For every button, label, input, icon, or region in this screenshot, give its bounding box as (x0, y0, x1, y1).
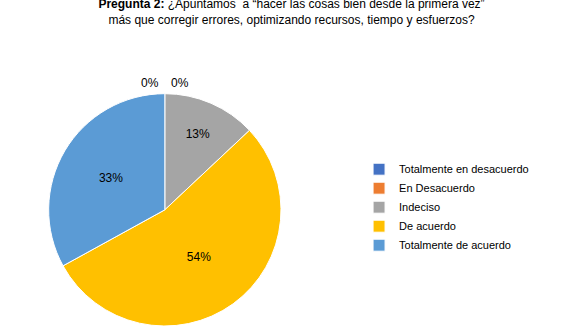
svg-text:33%: 33% (99, 171, 123, 185)
svg-text:Pregunta 2: ¿Apuntamos a “hac: Pregunta 2: ¿Apuntamos a “hacer las cosa… (98, 0, 484, 27)
svg-text:54%: 54% (187, 250, 211, 264)
svg-text:En Desacuerdo: En Desacuerdo (399, 182, 475, 194)
svg-text:0%: 0% (171, 76, 189, 90)
svg-text:De acuerdo: De acuerdo (399, 220, 456, 232)
svg-text:0%: 0% (141, 76, 159, 90)
svg-text:Indeciso: Indeciso (399, 201, 440, 213)
svg-text:13%: 13% (186, 127, 210, 141)
svg-text:Totalmente en desacuerdo: Totalmente en desacuerdo (399, 163, 529, 175)
svg-text:Totalmente de acuerdo: Totalmente de acuerdo (399, 239, 511, 251)
